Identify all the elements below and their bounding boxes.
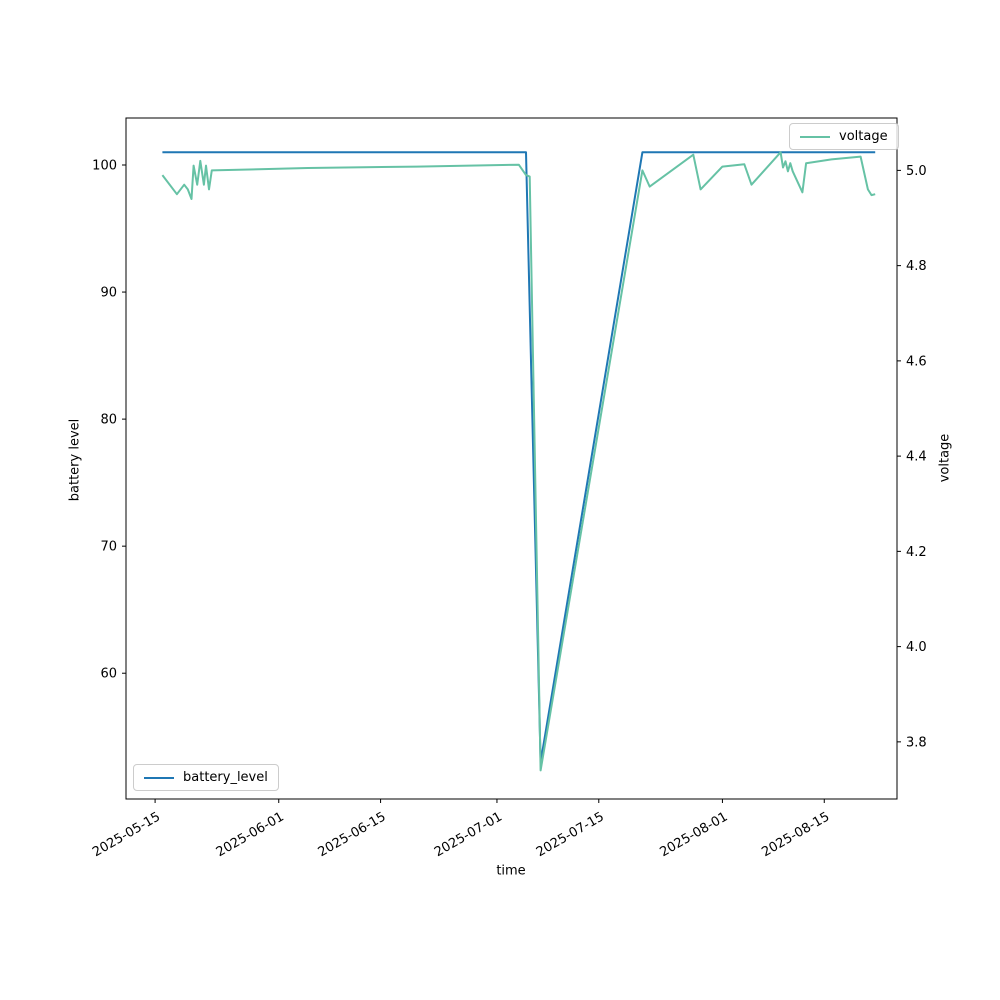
y-right-tick-label: 4.0 (906, 640, 927, 655)
y-axis-label-right: voltage (937, 433, 953, 483)
plot-frame (125, 117, 898, 800)
legend-battery-level: battery_level (133, 764, 279, 791)
y-right-tick-label: 5.0 (906, 164, 927, 179)
series-battery_level (162, 151, 876, 764)
y-axis-left-ticks: 60 70 80 90 100 (92, 159, 126, 682)
y-right-tick-label: 4.4 (906, 450, 927, 465)
x-tick-label: 2025-06-01 (214, 809, 287, 860)
x-tick-label: 2025-07-15 (534, 809, 607, 860)
x-tick-label: 2025-08-01 (657, 809, 730, 860)
x-tick-label: 2025-08-15 (759, 809, 832, 860)
y-left-tick-label: 70 (100, 540, 117, 555)
x-tick-label: 2025-05-15 (90, 809, 163, 860)
legend-voltage: voltage (789, 123, 899, 150)
series-lines (161, 151, 876, 772)
y-axis-label-left: battery level (67, 418, 83, 502)
y-left-tick-label: 60 (100, 667, 117, 682)
x-axis-ticks: 2025-05-15 2025-06-01 2025-06-15 2025-07-01… (90, 799, 832, 860)
x-axis-label: time (496, 863, 526, 879)
y-right-tick-label: 4.2 (906, 545, 927, 560)
x-tick-label: 2025-06-15 (316, 809, 389, 860)
y-left-tick-label: 80 (100, 413, 117, 428)
battery-level-line-sample (144, 776, 174, 779)
series-voltage (161, 151, 876, 772)
y-axis-right-ticks: 3.8 4.0 4.2 4.4 4.6 4.8 5.0 (897, 164, 927, 750)
y-left-tick-label: 90 (100, 286, 117, 301)
legend-voltage-label: voltage (839, 129, 888, 144)
legend-battery-level-label: battery_level (183, 770, 268, 785)
y-right-tick-label: 4.8 (906, 259, 927, 274)
y-right-tick-label: 4.6 (906, 354, 927, 369)
y-left-tick-label: 100 (92, 159, 117, 174)
y-right-tick-label: 3.8 (906, 735, 927, 750)
x-tick-label: 2025-07-01 (432, 809, 505, 860)
voltage-line-sample (800, 135, 830, 138)
